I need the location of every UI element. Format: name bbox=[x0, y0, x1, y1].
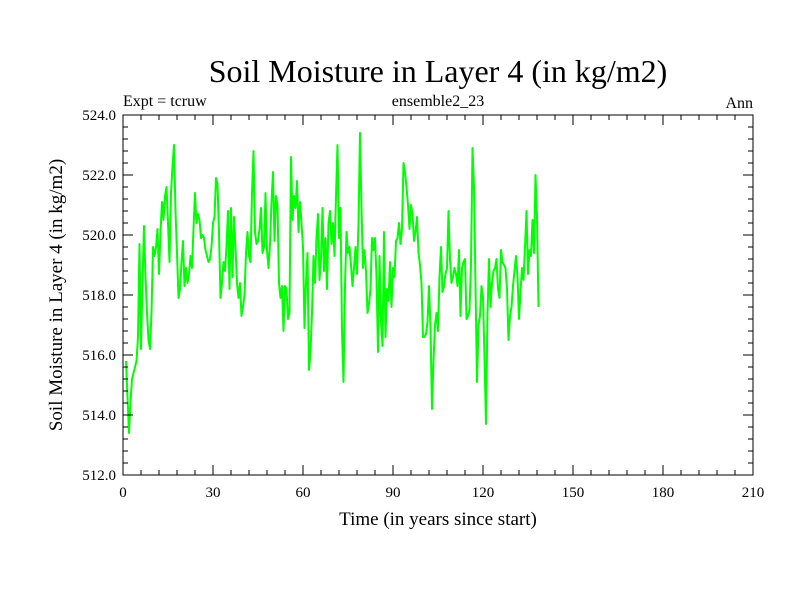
x-tick-label: 210 bbox=[742, 485, 765, 501]
minor-ticks bbox=[123, 115, 753, 475]
x-tick-label: 60 bbox=[296, 485, 311, 501]
y-tick-label: 512.0 bbox=[82, 468, 116, 484]
y-tick-label: 514.0 bbox=[82, 408, 116, 424]
x-tick-label: 90 bbox=[386, 485, 401, 501]
chart-title: Soil Moisture in Layer 4 (in kg/m2) bbox=[209, 53, 668, 89]
x-axis-label: Time (in years since start) bbox=[339, 509, 537, 530]
x-tick-label: 180 bbox=[652, 485, 675, 501]
series-line-0 bbox=[125, 132, 540, 434]
subtitle-right: Ann bbox=[725, 95, 753, 112]
x-tick-label: 30 bbox=[206, 485, 221, 501]
y-tick-label: 522.0 bbox=[82, 168, 116, 184]
y-axis-label: Soil Moisture in Layer 4 (in kg/m2) bbox=[46, 159, 67, 431]
subtitle-left: Expt = tcruw bbox=[123, 93, 207, 110]
y-tick-label: 518.0 bbox=[82, 288, 116, 304]
x-tick-label: 150 bbox=[562, 485, 585, 501]
x-tick-label: 0 bbox=[119, 485, 127, 501]
subtitle-center: ensemble2_23 bbox=[392, 93, 484, 110]
series-group bbox=[125, 132, 540, 434]
y-tick-labels: 512.0 514.0 516.0 518.0 520.0 522.0 524.0 bbox=[82, 108, 116, 484]
y-tick-label: 520.0 bbox=[82, 228, 116, 244]
plot-frame bbox=[122, 114, 754, 476]
x-tick-labels: 0 30 60 90 120 150 180 210 bbox=[119, 485, 764, 501]
x-tick-label: 120 bbox=[472, 485, 495, 501]
y-tick-label: 516.0 bbox=[82, 348, 116, 364]
y-tick-label: 524.0 bbox=[82, 108, 116, 124]
